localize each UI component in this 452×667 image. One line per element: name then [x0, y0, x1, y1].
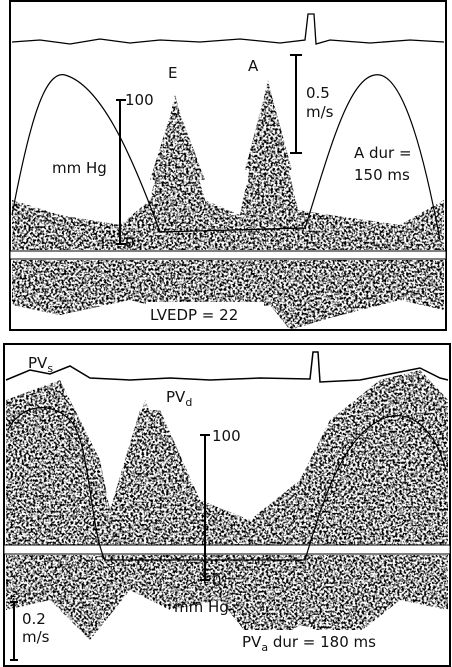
scale-value: 0.2 [22, 610, 46, 628]
annotation: A dur = [354, 144, 412, 162]
annotation: LVEDP = 22 [150, 306, 238, 324]
label-sub: s [47, 362, 53, 375]
label-main: PV [166, 388, 186, 406]
scale-value: 0.5 [306, 84, 330, 102]
scale-unit: m/s [306, 103, 334, 121]
baseline [3, 544, 451, 555]
annotation: PVa dur = 180 ms [242, 633, 376, 654]
scale-value: 100 [125, 91, 154, 109]
label-sub: d [185, 396, 192, 409]
baseline [9, 250, 447, 260]
scale-unit: mm Hg [174, 598, 229, 616]
velocity-bar [290, 54, 302, 154]
velocity-bar [10, 601, 18, 661]
scale-unit: mm Hg [52, 159, 107, 177]
ecg-trace [5, 351, 449, 383]
pressure-bar [200, 434, 210, 581]
label-bg [238, 630, 410, 654]
label-main: PV [242, 633, 262, 651]
pressure-curve [11, 74, 441, 241]
doppler-signal [6, 370, 448, 650]
scale-value: 0 [212, 572, 222, 590]
scale-value: 100 [212, 427, 241, 445]
annotation: 150 ms [354, 166, 410, 184]
annotation: PVs [28, 354, 53, 375]
bottom-panel: PVs PVd 100 0 mm Hg 0.2 m/s PVa dur = 18… [3, 343, 451, 667]
ecg-trace [11, 13, 445, 45]
label-main: PV [28, 354, 48, 372]
wave-label: E [168, 64, 177, 82]
pressure-curve [7, 407, 447, 561]
scale-unit: m/s [22, 628, 50, 646]
label-bg [146, 302, 264, 324]
label-rest: dur = 180 ms [268, 633, 376, 651]
wave-label: A [248, 57, 259, 75]
top-panel: E A 0.5 m/s 100 0 mm Hg A dur = 150 ms L… [9, 0, 447, 331]
doppler-signal [12, 80, 444, 330]
label-sub: a [261, 641, 268, 654]
pressure-bar [116, 99, 126, 245]
annotation: PVd [166, 388, 192, 409]
scale-value: 0 [125, 234, 135, 252]
